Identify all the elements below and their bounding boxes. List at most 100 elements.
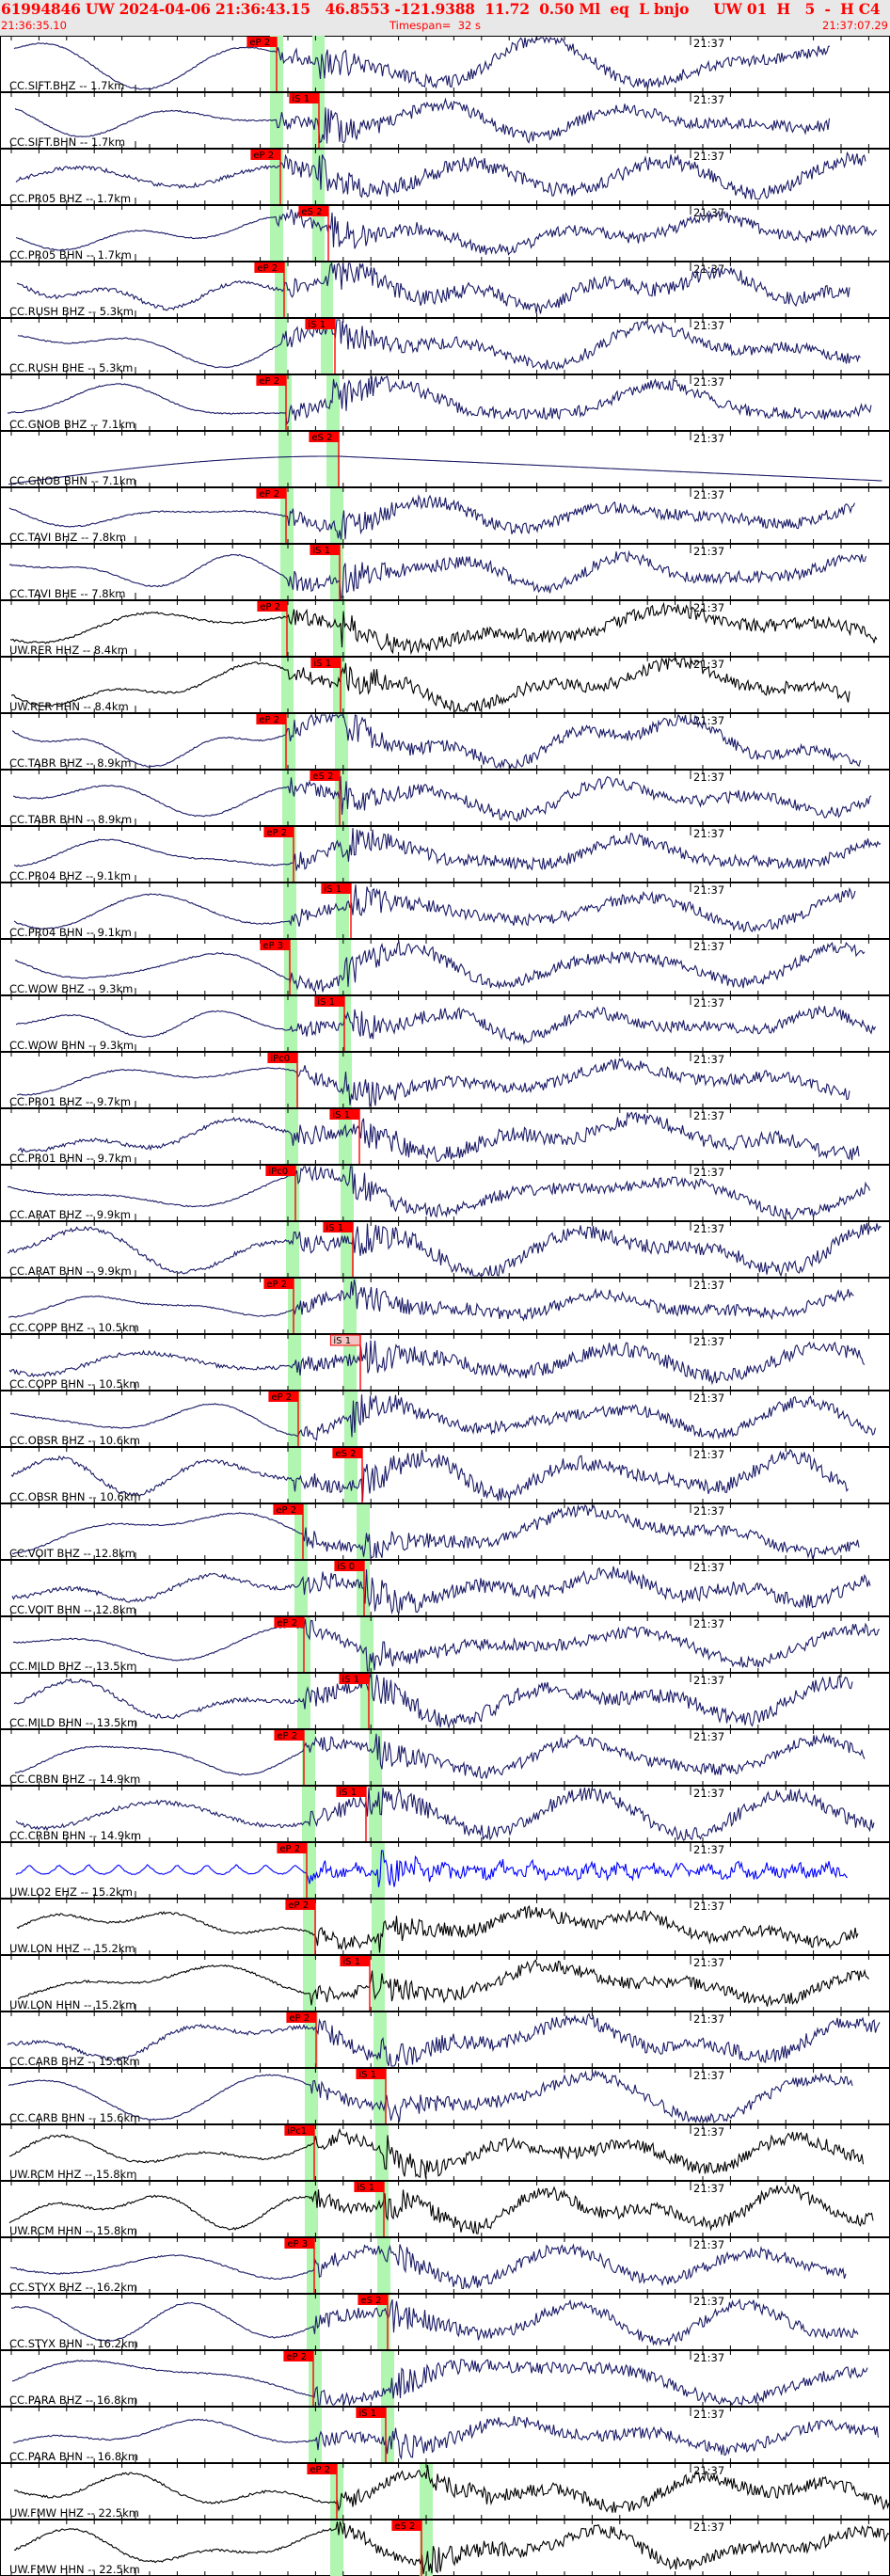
pick-flag[interactable] [298, 206, 328, 216]
minute-mark-label: 21:37 [693, 2238, 724, 2251]
trace-panel: 21:37 eP 2 CC.VOIT BHZ -- 12.8km [0, 1503, 890, 1560]
pick-label: eP 2 [288, 1900, 309, 1911]
trace-panel: 21:37 iS 1 CC.RUSH BHE -- 5.3km [0, 317, 890, 374]
pick-flag[interactable] [274, 1730, 304, 1741]
pick-flag[interactable] [310, 771, 340, 781]
pick-label: eP 2 [259, 489, 279, 500]
minute-mark-label: 21:37 [693, 1730, 724, 1743]
minute-mark-label: 21:37 [693, 658, 724, 671]
pick-label: eP 2 [271, 1392, 292, 1403]
waveform [11, 1566, 871, 1615]
s-window [333, 600, 345, 657]
minute-mark-label: 21:37 [693, 1617, 724, 1630]
pick-label: iPc1 [287, 2126, 307, 2137]
pick-flag[interactable] [321, 883, 351, 894]
waveform [15, 1787, 875, 1841]
station-label: UW.RCM HHZ -- 15.8km [9, 2168, 136, 2181]
pick-flag[interactable] [334, 1561, 364, 1571]
waveform [15, 209, 878, 256]
pick-flag[interactable] [256, 488, 286, 499]
pick-flag[interactable] [285, 1900, 315, 1910]
pick-flag[interactable] [274, 1617, 304, 1628]
pick-flag[interactable] [336, 1787, 366, 1797]
pick-flag[interactable] [354, 2182, 384, 2192]
waveform [7, 2012, 881, 2067]
station-label: CC.OBSR BHN -- 10.6km [9, 1490, 141, 1503]
minute-mark-label: 21:37 [693, 1843, 724, 1856]
pick-flag[interactable] [286, 2012, 316, 2023]
pick-flag[interactable] [323, 1222, 353, 1232]
p-window [284, 995, 297, 1052]
minute-mark-label: 21:37 [693, 1222, 724, 1235]
pick-flag[interactable] [263, 1279, 294, 1289]
pick-flag[interactable] [309, 432, 339, 442]
pick-flag[interactable] [273, 1504, 303, 1515]
pick-flag[interactable] [307, 2464, 337, 2474]
pick-label: eP 2 [259, 376, 279, 387]
pick-label: eS 2 [360, 2296, 381, 2306]
minute-mark-label: 21:37 [693, 1956, 724, 1969]
pick-label: eP 2 [277, 1618, 297, 1629]
pick-flag[interactable] [254, 262, 284, 273]
minute-mark-label: 21:37 [693, 93, 724, 106]
pick-flag[interactable] [283, 2351, 313, 2361]
trace-panel: 21:37 eP 3 CC.STYX BHZ -- 16.2km [0, 2236, 890, 2294]
station-label: CC.STYX BHN -- 16.2km [9, 2337, 138, 2350]
pick-flag[interactable] [246, 37, 277, 47]
minute-mark-label: 21:37 [693, 2520, 724, 2534]
pick-flag[interactable] [263, 827, 294, 837]
trace-panel: 21:37 eP 2 CC.TABR BHZ -- 8.9km [0, 712, 890, 770]
pick-flag[interactable] [310, 658, 341, 668]
p-window [309, 2350, 322, 2407]
minute-mark-label: 21:37 [693, 940, 724, 953]
p-window [288, 1334, 301, 1391]
pick-flag[interactable] [267, 1053, 297, 1063]
pick-flag[interactable] [268, 1391, 298, 1402]
pick-flag[interactable] [256, 714, 286, 724]
station-label: CC.PR05 BHN -- 1.7km [9, 248, 132, 262]
trace-panel: 21:37 eS 2 UW.FMW HHN -- 22.5km [0, 2519, 890, 2576]
pick-flag[interactable] [250, 150, 280, 160]
pick-flag[interactable] [340, 1956, 370, 1966]
waveform [9, 2243, 847, 2290]
pick-label: iS 0 [337, 1562, 355, 1572]
trace-panel: 21:37 eP 2 UW.FMW HHZ -- 22.5km [0, 2462, 890, 2520]
p-window [281, 657, 294, 713]
pick-flag[interactable] [305, 319, 335, 329]
minute-mark-label: 21:37 [693, 601, 724, 614]
pick-flag[interactable] [356, 2408, 386, 2418]
pick-flag[interactable] [289, 93, 319, 103]
trace-panel: 21:37 eS 2 CC.OBSR BHN -- 10.6km [0, 1446, 890, 1503]
pick-flag[interactable] [277, 1843, 307, 1853]
pick-flag[interactable] [358, 2295, 388, 2305]
pick-flag[interactable] [260, 940, 290, 950]
p-window [275, 318, 287, 374]
pick-label: eP 3 [262, 941, 283, 951]
pick-flag[interactable] [284, 2125, 314, 2136]
trace-panel: 21:37 eS 2 CC.TABR BHN -- 8.9km [0, 769, 890, 826]
pick-flag[interactable] [265, 1166, 295, 1176]
pick-flag[interactable] [256, 375, 286, 386]
pick-flag[interactable] [356, 2069, 386, 2079]
pick-flag[interactable] [314, 996, 344, 1007]
p-window [282, 770, 295, 826]
pick-label: iS 1 [324, 884, 342, 895]
pick-flag[interactable] [391, 2520, 421, 2531]
trace-panel: 21:37 eP 2 CC.OBSR BHZ -- 10.6km [0, 1390, 890, 1447]
pick-flag[interactable] [329, 1109, 359, 1120]
pick-flag[interactable] [257, 601, 287, 612]
pick-flag[interactable] [284, 2238, 314, 2249]
waveform [7, 1165, 871, 1220]
waveform [7, 375, 872, 425]
waveform [12, 775, 872, 822]
station-label: CC.ARAT BHZ -- 9.9km [9, 1208, 131, 1221]
pick-flag[interactable] [310, 545, 340, 555]
pick-flag[interactable] [332, 1448, 362, 1458]
waveform [11, 2359, 868, 2408]
pick-flag[interactable] [339, 1674, 369, 1684]
waveform [8, 455, 882, 485]
trace-panel: 21:37 iS 1 CC.PARA BHN -- 16.8km [0, 2406, 890, 2463]
seismogram-traces: 21:37 eP 2 CC.SIFT.BHZ -- 1.7km 21:37 iS 1 CC… [0, 36, 890, 2576]
trace-panel: 21:37 iS 1 CC.SIFT.BHN -- 1.7km [0, 91, 890, 149]
waveform [8, 2127, 865, 2179]
